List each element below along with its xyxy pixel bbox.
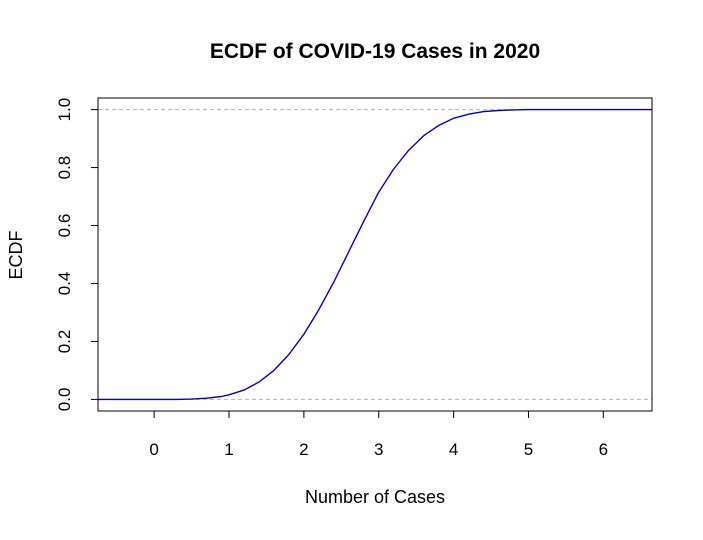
x-tick-label: 2: [299, 440, 308, 459]
x-tick-label: 1: [224, 440, 233, 459]
x-tick-label: 3: [374, 440, 383, 459]
x-axis-label: Number of Cases: [305, 487, 445, 507]
y-tick-label: 0.8: [55, 156, 74, 180]
x-tick-label: 4: [449, 440, 458, 459]
chart-title: ECDF of COVID-19 Cases in 2020: [210, 40, 540, 63]
ecdf-line: [98, 108, 652, 401]
y-tick-label: 0.6: [55, 214, 74, 238]
y-tick-label: 1.0: [55, 98, 74, 122]
x-tick-label: 5: [524, 440, 533, 459]
y-tick-label: 0.0: [55, 388, 74, 412]
x-tick-label: 6: [599, 440, 608, 459]
y-tick-label: 0.4: [55, 272, 74, 296]
y-tick-label: 0.2: [55, 330, 74, 354]
y-axis-label: ECDF: [6, 230, 26, 279]
y-axis: 0.0 0.2 0.4 0.6 0.8 1.0: [55, 98, 98, 411]
series-layer: [98, 108, 652, 401]
reference-lines: [98, 109, 652, 400]
plot-frame: [97, 97, 653, 412]
x-axis: 0 1 2 3 4 5 6: [149, 411, 608, 459]
x-tick-label: 0: [149, 440, 158, 459]
